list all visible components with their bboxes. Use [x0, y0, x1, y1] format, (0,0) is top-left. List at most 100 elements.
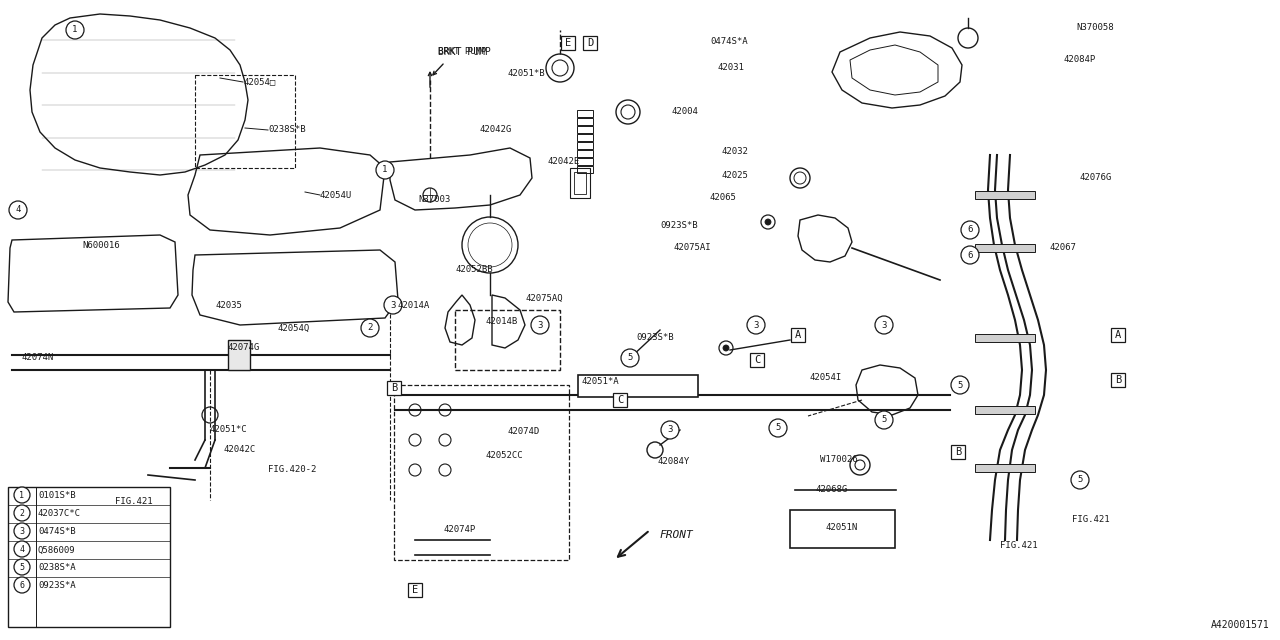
- Circle shape: [621, 349, 639, 367]
- Text: 42051N: 42051N: [826, 524, 859, 532]
- Circle shape: [14, 577, 29, 593]
- Text: A: A: [1115, 330, 1121, 340]
- Text: B: B: [390, 383, 397, 393]
- Bar: [975, 191, 1036, 199]
- Circle shape: [14, 505, 29, 521]
- Text: 42084P: 42084P: [1064, 56, 1096, 65]
- Text: FIG.421: FIG.421: [115, 497, 152, 506]
- Text: 1: 1: [72, 26, 78, 35]
- Text: 42074D: 42074D: [508, 428, 540, 436]
- Text: 42075AI: 42075AI: [675, 243, 712, 253]
- Bar: [791, 328, 805, 342]
- Circle shape: [723, 345, 730, 351]
- Text: 42074N: 42074N: [22, 353, 54, 362]
- Text: A420001571: A420001571: [1211, 620, 1270, 630]
- Text: 42032: 42032: [722, 147, 749, 157]
- Text: 0238S*B: 0238S*B: [268, 125, 306, 134]
- Text: 5: 5: [957, 381, 963, 390]
- Text: B: B: [1115, 375, 1121, 385]
- Bar: [951, 445, 965, 459]
- Text: 0923S*B: 0923S*B: [660, 221, 698, 230]
- Text: 42042C: 42042C: [223, 445, 255, 454]
- Text: 42014A: 42014A: [397, 301, 429, 310]
- Bar: [408, 583, 422, 597]
- Bar: [790, 510, 895, 548]
- Text: N37003: N37003: [419, 195, 451, 205]
- Bar: [228, 340, 250, 370]
- Text: 0923S*A: 0923S*A: [38, 582, 76, 591]
- Text: Q586009: Q586009: [38, 545, 76, 554]
- Text: 42042G: 42042G: [480, 125, 512, 134]
- Circle shape: [14, 487, 29, 503]
- Circle shape: [14, 541, 29, 557]
- Text: 0101S*B: 0101S*B: [38, 492, 76, 500]
- Text: 3: 3: [882, 321, 887, 330]
- Text: 3: 3: [538, 321, 543, 330]
- Text: N370058: N370058: [1076, 24, 1114, 33]
- Text: FIG.421: FIG.421: [1000, 541, 1038, 550]
- Text: E: E: [564, 38, 571, 48]
- Text: 42052CC: 42052CC: [486, 451, 524, 460]
- Circle shape: [951, 376, 969, 394]
- Text: 4: 4: [19, 545, 24, 554]
- Bar: [573, 172, 586, 194]
- Text: 0238S*A: 0238S*A: [38, 563, 76, 573]
- Bar: [975, 334, 1036, 342]
- Text: FIG.420-2: FIG.420-2: [268, 465, 316, 474]
- Text: 42054□: 42054□: [243, 77, 275, 86]
- Text: 5: 5: [19, 563, 24, 572]
- Text: 42025: 42025: [722, 170, 749, 179]
- Text: 42042E: 42042E: [548, 157, 580, 166]
- Text: 5: 5: [1078, 476, 1083, 484]
- Text: 42051*B: 42051*B: [508, 68, 545, 77]
- Text: 1: 1: [383, 166, 388, 175]
- Text: 42014B: 42014B: [485, 317, 517, 326]
- Text: 42076G: 42076G: [1080, 173, 1112, 182]
- Circle shape: [769, 419, 787, 437]
- Text: 42074G: 42074G: [228, 344, 260, 353]
- Text: D: D: [586, 38, 593, 48]
- Bar: [975, 244, 1036, 252]
- Bar: [1111, 373, 1125, 387]
- Bar: [750, 353, 764, 367]
- Circle shape: [748, 316, 765, 334]
- Text: 42068G: 42068G: [815, 486, 847, 495]
- Bar: [561, 36, 575, 50]
- Text: 4: 4: [15, 205, 20, 214]
- Circle shape: [765, 219, 771, 225]
- Text: 42051*A: 42051*A: [581, 378, 618, 387]
- Bar: [579, 375, 698, 397]
- Text: 42054I: 42054I: [810, 374, 842, 383]
- Bar: [577, 118, 593, 125]
- Bar: [975, 406, 1036, 414]
- Text: 42074P: 42074P: [443, 525, 475, 534]
- Text: C: C: [754, 355, 760, 365]
- Bar: [577, 134, 593, 141]
- Bar: [577, 126, 593, 133]
- Text: BRKT PUMP: BRKT PUMP: [438, 47, 486, 56]
- Text: 42065: 42065: [710, 193, 737, 202]
- Bar: [577, 150, 593, 157]
- Text: BRKT PUMP: BRKT PUMP: [438, 47, 490, 57]
- Bar: [577, 142, 593, 149]
- Text: 2: 2: [19, 509, 24, 518]
- Bar: [1111, 328, 1125, 342]
- Bar: [577, 158, 593, 165]
- Text: FIG.421: FIG.421: [1073, 515, 1110, 525]
- Bar: [582, 36, 596, 50]
- Text: 42052BB: 42052BB: [456, 266, 494, 275]
- Circle shape: [1071, 471, 1089, 489]
- Circle shape: [361, 319, 379, 337]
- Circle shape: [462, 217, 518, 273]
- Circle shape: [384, 296, 402, 314]
- Text: 5: 5: [776, 424, 781, 433]
- Text: 1: 1: [19, 490, 24, 499]
- Circle shape: [961, 221, 979, 239]
- Bar: [613, 393, 627, 407]
- Circle shape: [876, 411, 893, 429]
- Bar: [577, 166, 593, 173]
- Text: 3: 3: [667, 426, 673, 435]
- Text: 42067: 42067: [1050, 243, 1076, 253]
- Bar: [577, 110, 593, 117]
- Text: B: B: [955, 447, 961, 457]
